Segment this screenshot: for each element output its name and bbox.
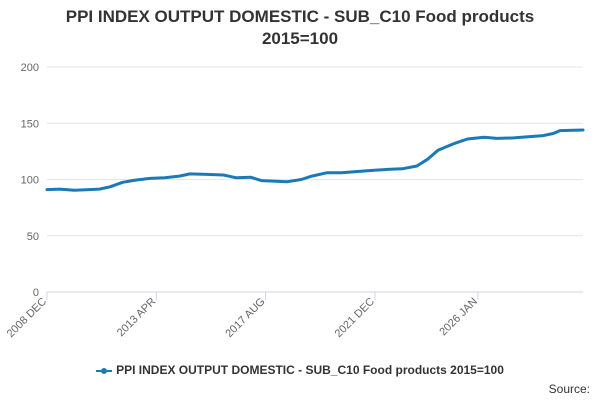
x-tick-label: 2017 AUG xyxy=(223,296,267,340)
x-tick-label: 2008 DEC xyxy=(5,296,49,340)
x-tick-label: 2013 APR xyxy=(115,296,159,340)
legend-label: PPI INDEX OUTPUT DOMESTIC - SUB_C10 Food… xyxy=(116,363,504,377)
chart-subtitle-line: 2015=100 xyxy=(261,29,339,48)
y-tick-label: 100 xyxy=(21,175,39,187)
source-label: Source: xyxy=(548,382,590,396)
chart-title: PPI INDEX OUTPUT DOMESTIC - SUB_C10 Food… xyxy=(0,6,600,50)
x-tick-label: 2026 JAN xyxy=(437,296,480,339)
chart-legend[interactable]: PPI INDEX OUTPUT DOMESTIC - SUB_C10 Food… xyxy=(0,363,600,377)
series-line[interactable] xyxy=(45,128,585,192)
y-tick-label: 0 xyxy=(33,287,39,299)
x-tick-label: 2021 DEC xyxy=(333,296,377,340)
y-tick-label: 50 xyxy=(27,231,39,243)
y-tick-label: 200 xyxy=(21,62,39,74)
legend-line-symbol xyxy=(96,367,113,374)
chart-title-line: PPI INDEX OUTPUT DOMESTIC - SUB_C10 Food… xyxy=(65,7,535,26)
y-tick-label: 150 xyxy=(21,118,39,130)
